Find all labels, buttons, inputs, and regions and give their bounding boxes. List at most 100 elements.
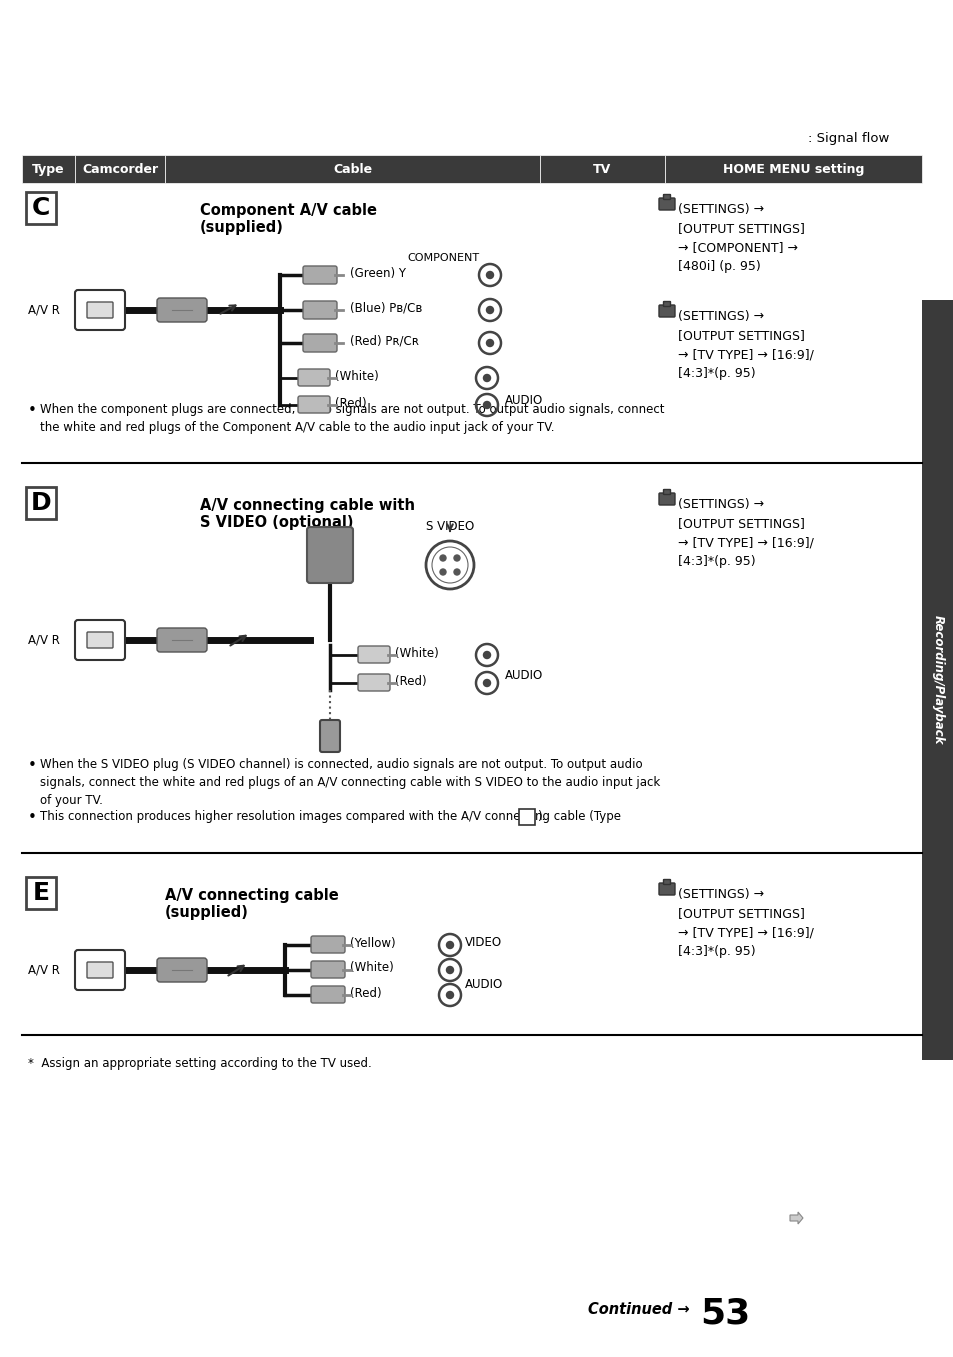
FancyBboxPatch shape: [311, 987, 345, 1003]
Text: •: •: [28, 759, 37, 773]
Text: *  Assign an appropriate setting according to the TV used.: * Assign an appropriate setting accordin…: [28, 1057, 372, 1071]
FancyBboxPatch shape: [297, 369, 330, 385]
Circle shape: [483, 375, 490, 381]
FancyBboxPatch shape: [311, 961, 345, 978]
Text: D: D: [30, 491, 51, 516]
FancyBboxPatch shape: [157, 299, 207, 322]
Text: Continued →: Continued →: [588, 1303, 689, 1318]
Text: S VIDEO: S VIDEO: [425, 520, 474, 533]
Text: COMPONENT: COMPONENT: [408, 252, 479, 263]
Text: : Signal flow: : Signal flow: [807, 132, 888, 145]
FancyBboxPatch shape: [26, 487, 56, 518]
Text: (SETTINGS) →
[OUTPUT SETTINGS]
→ [COMPONENT] →
[480i] (p. 95): (SETTINGS) → [OUTPUT SETTINGS] → [COMPON…: [678, 204, 804, 273]
Bar: [664, 155, 921, 183]
Text: AUDIO: AUDIO: [504, 669, 542, 681]
Text: A/V connecting cable with
S VIDEO (optional): A/V connecting cable with S VIDEO (optio…: [200, 498, 415, 531]
Text: AUDIO: AUDIO: [464, 978, 503, 992]
Circle shape: [439, 555, 446, 560]
Text: E: E: [522, 811, 530, 822]
Bar: [921, 300, 953, 1060]
Circle shape: [483, 402, 490, 408]
Text: A/V R: A/V R: [28, 963, 60, 977]
Circle shape: [439, 569, 446, 575]
Text: VIDEO: VIDEO: [464, 936, 501, 950]
FancyBboxPatch shape: [662, 194, 670, 199]
Circle shape: [454, 555, 459, 560]
Circle shape: [486, 339, 493, 346]
FancyBboxPatch shape: [297, 396, 330, 413]
FancyBboxPatch shape: [662, 879, 670, 885]
Text: (White): (White): [350, 962, 394, 974]
FancyBboxPatch shape: [357, 646, 390, 664]
Text: (SETTINGS) →
[OUTPUT SETTINGS]
→ [TV TYPE] → [16:9]/
[4:3]*(p. 95): (SETTINGS) → [OUTPUT SETTINGS] → [TV TYP…: [678, 498, 813, 569]
Bar: [165, 155, 539, 183]
FancyBboxPatch shape: [659, 493, 675, 505]
Circle shape: [454, 569, 459, 575]
Circle shape: [483, 680, 490, 687]
Polygon shape: [789, 1212, 802, 1224]
FancyBboxPatch shape: [157, 628, 207, 651]
Text: Type: Type: [32, 163, 65, 175]
Text: (White): (White): [395, 646, 438, 660]
Text: A/V R: A/V R: [28, 634, 60, 646]
FancyBboxPatch shape: [75, 620, 125, 660]
Text: (SETTINGS) →
[OUTPUT SETTINGS]
→ [TV TYPE] → [16:9]/
[4:3]*(p. 95): (SETTINGS) → [OUTPUT SETTINGS] → [TV TYP…: [678, 309, 813, 380]
FancyBboxPatch shape: [662, 301, 670, 307]
Text: AUDIO: AUDIO: [504, 394, 542, 407]
Text: A/V connecting cable
(supplied): A/V connecting cable (supplied): [165, 887, 338, 920]
FancyBboxPatch shape: [659, 883, 675, 896]
Text: •: •: [28, 403, 37, 418]
FancyBboxPatch shape: [303, 301, 336, 319]
Text: Component A/V cable
(supplied): Component A/V cable (supplied): [200, 204, 376, 235]
Circle shape: [486, 307, 493, 313]
Text: HOME MENU setting: HOME MENU setting: [722, 163, 863, 175]
FancyBboxPatch shape: [518, 809, 535, 825]
Text: (SETTINGS) →
[OUTPUT SETTINGS]
→ [TV TYPE] → [16:9]/
[4:3]*(p. 95): (SETTINGS) → [OUTPUT SETTINGS] → [TV TYP…: [678, 887, 813, 958]
Text: (Red): (Red): [350, 987, 381, 1000]
Circle shape: [486, 271, 493, 278]
Text: (Green) Y: (Green) Y: [350, 266, 406, 280]
Text: (Red): (Red): [335, 396, 366, 410]
FancyBboxPatch shape: [75, 290, 125, 330]
Text: Recording/Playback: Recording/Playback: [930, 615, 943, 745]
FancyBboxPatch shape: [26, 877, 56, 909]
FancyBboxPatch shape: [157, 958, 207, 982]
FancyBboxPatch shape: [26, 191, 56, 224]
Text: (Red) Pʀ/Cʀ: (Red) Pʀ/Cʀ: [350, 334, 418, 347]
Bar: [539, 155, 664, 183]
Text: C: C: [31, 195, 51, 220]
Text: When the component plugs are connected, audio signals are not output. To output : When the component plugs are connected, …: [40, 403, 664, 434]
Text: (Yellow): (Yellow): [350, 936, 395, 950]
FancyBboxPatch shape: [87, 303, 112, 318]
Text: When the S VIDEO plug (S VIDEO channel) is connected, audio signals are not outp: When the S VIDEO plug (S VIDEO channel) …: [40, 759, 659, 807]
Circle shape: [446, 992, 453, 999]
FancyBboxPatch shape: [303, 266, 336, 284]
Circle shape: [446, 942, 453, 949]
Text: E: E: [32, 881, 50, 905]
Circle shape: [483, 651, 490, 658]
FancyBboxPatch shape: [87, 962, 112, 978]
FancyBboxPatch shape: [303, 334, 336, 351]
Text: •: •: [28, 810, 37, 825]
Text: Cable: Cable: [333, 163, 372, 175]
Text: (Blue) Pʙ/Cʙ: (Blue) Pʙ/Cʙ: [350, 301, 422, 315]
Text: This connection produces higher resolution images compared with the A/V connecti: This connection produces higher resoluti…: [40, 810, 624, 822]
FancyBboxPatch shape: [319, 721, 339, 752]
Text: (White): (White): [335, 369, 378, 383]
FancyBboxPatch shape: [659, 198, 675, 210]
Text: 53: 53: [700, 1296, 749, 1330]
Text: A/V R: A/V R: [28, 304, 60, 316]
Text: TV: TV: [593, 163, 611, 175]
FancyBboxPatch shape: [75, 950, 125, 991]
Bar: [75, 155, 165, 183]
Text: ).: ).: [537, 810, 544, 822]
Text: Camcorder: Camcorder: [82, 163, 158, 175]
Circle shape: [446, 966, 453, 973]
Bar: [22, 155, 75, 183]
FancyBboxPatch shape: [357, 674, 390, 691]
FancyBboxPatch shape: [659, 305, 675, 318]
FancyBboxPatch shape: [307, 527, 353, 584]
Text: (Red): (Red): [395, 674, 426, 688]
FancyBboxPatch shape: [662, 490, 670, 494]
FancyBboxPatch shape: [87, 632, 112, 649]
